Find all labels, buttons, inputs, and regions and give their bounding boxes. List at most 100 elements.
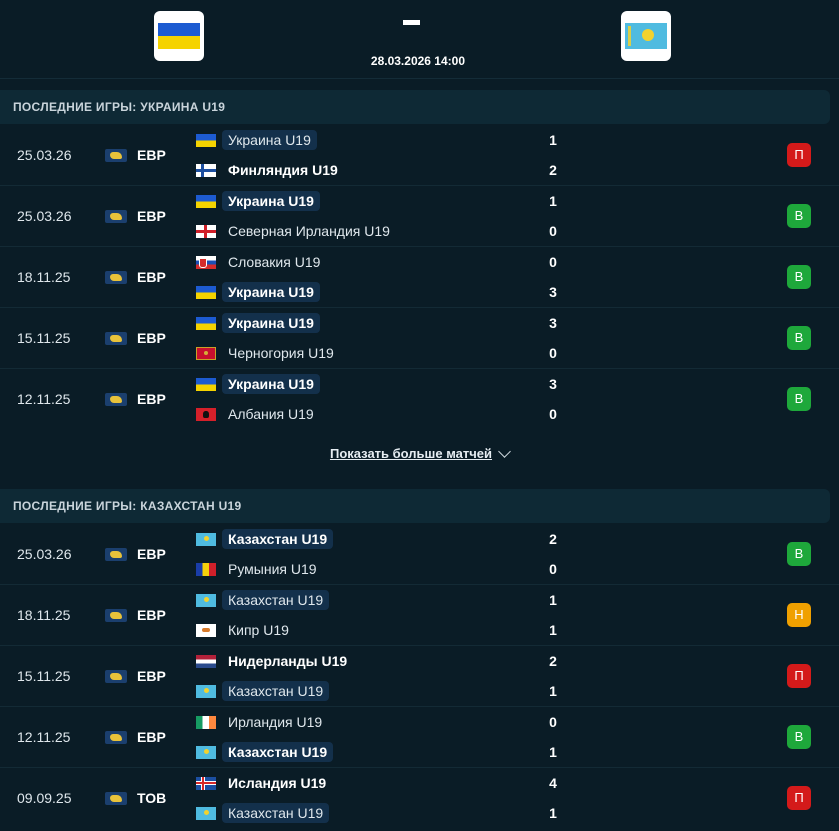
home-team[interactable]: Казахстан U19 <box>196 528 334 550</box>
home-team[interactable]: Словакия U19 <box>196 251 320 273</box>
show-more-button[interactable]: Показать больше матчей <box>329 440 511 468</box>
team-name: Украина U19 <box>222 374 320 394</box>
home-team[interactable]: Нидерланды U19 <box>196 650 347 672</box>
competition-icon <box>105 149 127 162</box>
away-team[interactable]: Казахстан U19 <box>196 802 330 824</box>
match-date: 25.03.26 <box>17 208 72 224</box>
home-team[interactable]: Исландия U19 <box>196 772 326 794</box>
match-score <box>403 20 420 25</box>
away-team[interactable]: Черногория U19 <box>196 342 334 364</box>
home-team[interactable]: Украина U19 <box>196 190 320 212</box>
match-date: 18.11.25 <box>17 607 71 623</box>
ukraine-flag-icon <box>158 23 200 49</box>
match-row[interactable]: 09.09.25 ТОВ Исландия U19 Казахстан U19 4 1 П <box>0 768 839 828</box>
away-score: 3 <box>549 284 557 300</box>
home-team[interactable]: Украина U19 <box>196 129 317 151</box>
match-date: 15.11.25 <box>17 668 71 684</box>
team-name: Казахстан U19 <box>222 742 334 762</box>
competition-label: ЕВР <box>137 607 166 623</box>
match-date: 25.03.26 <box>17 546 72 562</box>
away-score: 1 <box>549 805 557 821</box>
away-team[interactable]: Украина U19 <box>196 281 320 303</box>
home-team[interactable]: Украина U19 <box>196 312 320 334</box>
match-date: 18.11.25 <box>17 269 71 285</box>
team-name: Нидерланды U19 <box>228 653 348 669</box>
away-team[interactable]: Финляндия U19 <box>196 159 338 181</box>
away-team[interactable]: Кипр U19 <box>196 619 289 641</box>
away-score: 1 <box>549 744 557 760</box>
result-badge: П <box>787 786 811 810</box>
competition-icon <box>105 792 127 805</box>
away-team[interactable]: Румыния U19 <box>196 558 317 580</box>
team-name: Финляндия U19 <box>228 162 338 178</box>
home-team[interactable]: Ирландия U19 <box>196 711 322 733</box>
team-flag-icon <box>196 623 216 637</box>
competition-icon <box>105 210 127 223</box>
match-row[interactable]: 15.11.25 ЕВР Нидерланды U19 Казахстан U19 2 1… <box>0 646 839 707</box>
home-score: 3 <box>549 315 557 331</box>
team-name: Украина U19 <box>222 130 317 150</box>
chevron-down-icon <box>498 445 511 458</box>
team-flag-icon <box>196 194 216 208</box>
team-flag-icon <box>196 806 216 820</box>
away-team[interactable]: Казахстан U19 <box>196 741 334 763</box>
result-badge: В <box>787 387 811 411</box>
competition-label: ЕВР <box>137 147 166 163</box>
home-score: 1 <box>549 592 557 608</box>
competition-label: ЕВР <box>137 546 166 562</box>
home-team[interactable]: Казахстан U19 <box>196 589 330 611</box>
kazakhstan-flag-icon <box>625 23 667 49</box>
show-more-label: Показать больше матчей <box>329 446 493 461</box>
match-row[interactable]: 18.11.25 ЕВР Казахстан U19 Кипр U19 1 1 Н <box>0 585 839 646</box>
team-flag-icon <box>196 285 216 299</box>
away-team[interactable]: Казахстан U19 <box>196 680 330 702</box>
match-row[interactable]: 12.11.25 ЕВР Украина U19 Албания U19 3 0 В <box>0 369 839 429</box>
competition-icon <box>105 548 127 561</box>
team-flag-icon <box>196 133 216 147</box>
home-team-logo[interactable] <box>154 11 204 61</box>
match-row[interactable]: 18.11.25 ЕВР Словакия U19 Украина U19 0 3 В <box>0 247 839 308</box>
match-row[interactable]: 12.11.25 ЕВР Ирландия U19 Казахстан U19 0 1 В <box>0 707 839 768</box>
team-flag-icon <box>196 745 216 759</box>
section-title-away: ПОСЛЕДНИЕ ИГРЫ: КАЗАХСТАН U19 <box>0 489 830 523</box>
match-row[interactable]: 25.03.26 ЕВР Казахстан U19 Румыния U19 2 0 В <box>0 524 839 585</box>
home-score: 4 <box>549 775 557 791</box>
team-name: Албания U19 <box>228 406 314 422</box>
home-score: 0 <box>549 714 557 730</box>
home-score: 1 <box>549 132 557 148</box>
competition-label: ЕВР <box>137 269 166 285</box>
team-name: Ирландия U19 <box>228 714 323 730</box>
team-flag-icon <box>196 593 216 607</box>
team-name: Казахстан U19 <box>222 590 330 610</box>
match-row[interactable]: 25.03.26 ЕВР Украина U19 Финляндия U19 1 2 П <box>0 125 839 186</box>
team-name: Украина U19 <box>222 313 320 333</box>
match-row[interactable]: 15.11.25 ЕВР Украина U19 Черногория U19 3 0 В <box>0 308 839 369</box>
home-score: 2 <box>549 653 557 669</box>
away-team[interactable]: Северная Ирландия U19 <box>196 220 390 242</box>
away-team-logo[interactable] <box>621 11 671 61</box>
team-flag-icon <box>196 715 216 729</box>
match-row[interactable]: 25.03.26 ЕВР Украина U19 Северная Ирландия … <box>0 186 839 247</box>
team-name: Казахстан U19 <box>222 803 330 823</box>
away-score: 1 <box>549 683 557 699</box>
team-flag-icon <box>196 776 216 790</box>
result-badge: В <box>787 326 811 350</box>
competition-label: ЕВР <box>137 729 166 745</box>
result-badge: В <box>787 542 811 566</box>
team-name: Словакия U19 <box>228 254 321 270</box>
team-name: Кипр U19 <box>228 622 289 638</box>
home-team[interactable]: Украина U19 <box>196 373 320 395</box>
away-score: 0 <box>549 561 557 577</box>
show-more: Показать больше матчей <box>0 440 839 470</box>
team-name: Исландия U19 <box>228 775 327 791</box>
result-badge: В <box>787 265 811 289</box>
away-team[interactable]: Албания U19 <box>196 403 314 425</box>
away-score: 0 <box>549 223 557 239</box>
competition-icon <box>105 271 127 284</box>
team-name: Украина U19 <box>222 191 320 211</box>
home-score: 0 <box>549 254 557 270</box>
result-badge: В <box>787 204 811 228</box>
team-flag-icon <box>196 407 216 421</box>
team-flag-icon <box>196 224 216 238</box>
team-flag-icon <box>196 316 216 330</box>
